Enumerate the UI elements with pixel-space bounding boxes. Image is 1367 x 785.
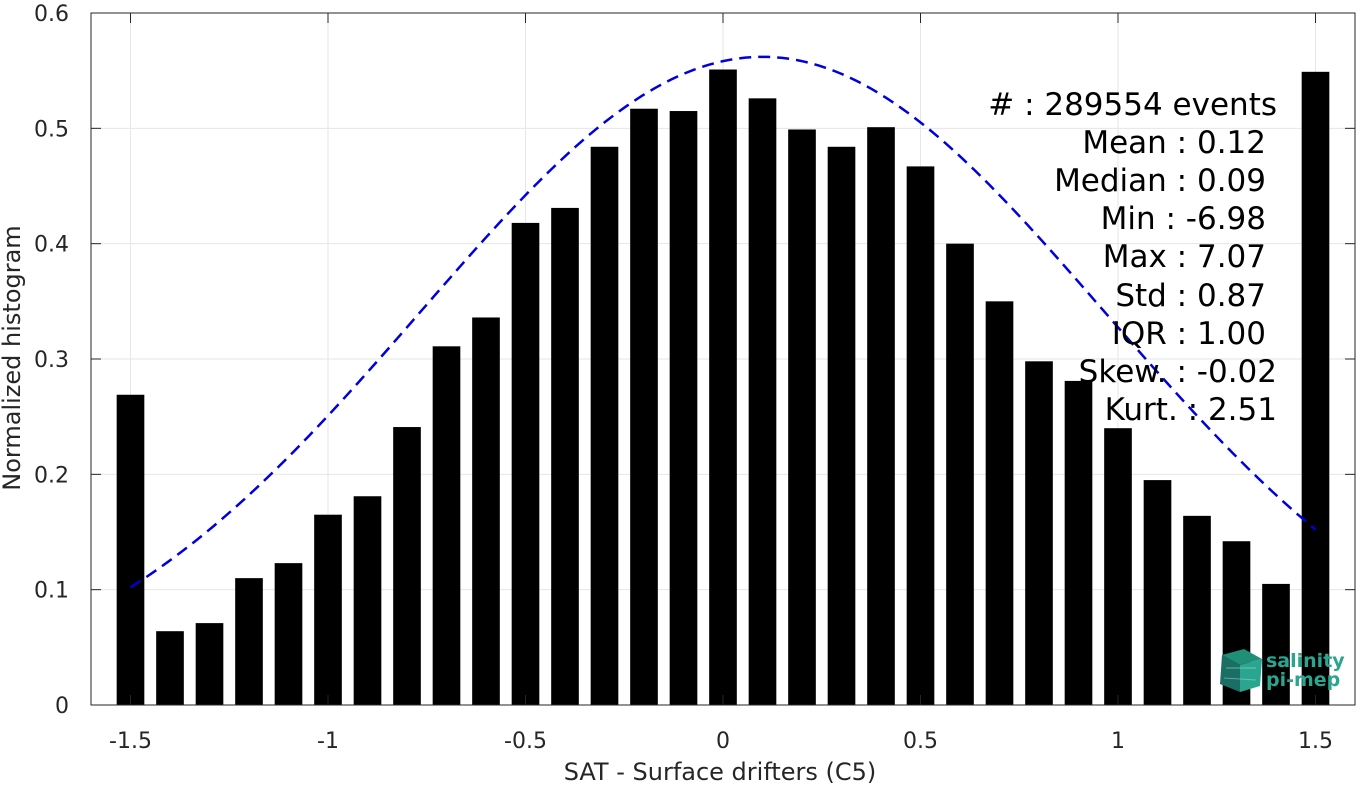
- histogram-bar: [1104, 428, 1132, 705]
- histogram-bar: [788, 129, 816, 705]
- y-tick-label: 0.4: [34, 233, 69, 258]
- stat-skewness: Skew. : -0.02: [1079, 354, 1277, 390]
- histogram-bar: [195, 623, 224, 705]
- stat-min: Min : -6.98: [1101, 201, 1266, 237]
- histogram-bar: [235, 578, 263, 705]
- axes: [90, 12, 1356, 706]
- histogram-bar: [472, 317, 500, 705]
- bars: [116, 69, 1330, 706]
- histogram-bar: [393, 427, 421, 705]
- y-tick-label: 0.6: [34, 2, 69, 27]
- x-tick-label: 0.5: [903, 729, 938, 754]
- histogram-bar: [156, 631, 184, 705]
- stat-median: Median : 0.09: [1054, 163, 1266, 199]
- histogram-bar: [1025, 361, 1053, 705]
- y-tick-labels: 0 0.1 0.2 0.3 0.4 0.5 0.6: [34, 2, 69, 719]
- stat-std: Std : 0.87: [1115, 278, 1266, 314]
- x-tick-label: -0.5: [504, 729, 547, 754]
- stat-max: Max : 7.07: [1103, 239, 1266, 275]
- x-tick-label: -1.5: [109, 729, 152, 754]
- y-axis-label: Normalized histogram: [0, 225, 26, 490]
- histogram-bar: [432, 346, 461, 705]
- histogram-bar: [1143, 480, 1172, 705]
- statistics-annotation: # : 289554 events Mean : 0.12 Median : 0…: [988, 87, 1277, 428]
- salinity-pimep-logo: salinity pi-mep: [1220, 649, 1345, 692]
- y-tick-label: 0.2: [34, 463, 69, 488]
- x-tick-labels: -1.5 -1 -0.5 0 0.5 1 1.5: [109, 729, 1333, 754]
- histogram-bar: [669, 111, 698, 706]
- x-tick-label: 0: [716, 729, 730, 754]
- stat-kurtosis: Kurt. : 2.51: [1105, 392, 1277, 428]
- histogram-bar: [274, 563, 303, 705]
- gaussian-fit-curve: [129, 55, 1317, 589]
- histogram-bar: [511, 222, 540, 705]
- stat-mean: Mean : 0.12: [1082, 125, 1266, 161]
- y-tick-label: 0.1: [34, 579, 69, 604]
- histogram-bar: [748, 98, 777, 705]
- x-tick-label: 1: [1111, 729, 1125, 754]
- y-tick-label: 0.3: [34, 348, 69, 373]
- histogram-bar: [590, 146, 619, 705]
- histogram-bar: [1064, 380, 1093, 705]
- histogram-bar: [116, 394, 145, 705]
- histogram-bar: [630, 108, 658, 705]
- histogram-bar: [551, 207, 579, 705]
- x-axis-label: SAT - Surface drifters (C5): [564, 758, 877, 785]
- histogram-bar: [353, 496, 382, 705]
- histogram-bar: [314, 514, 342, 705]
- histogram-bar: [906, 166, 935, 706]
- histogram-bar: [867, 127, 895, 706]
- histogram-bar: [946, 243, 974, 705]
- histogram-bar: [1183, 515, 1211, 705]
- histogram-bar: [1262, 583, 1290, 705]
- histogram-bar: [827, 146, 856, 705]
- logo-line-salinity: salinity: [1266, 650, 1345, 672]
- salinity-cube-icon: [1220, 649, 1262, 692]
- histogram-bar: [985, 301, 1014, 705]
- x-tick-label: 1.5: [1298, 729, 1333, 754]
- y-tick-label: 0: [55, 694, 69, 719]
- stat-iqr: IQR : 1.00: [1112, 316, 1266, 352]
- histogram-bar: [709, 69, 737, 706]
- y-tick-label: 0.5: [34, 117, 69, 142]
- x-tick-label: -1: [317, 729, 339, 754]
- stat-events: # : 289554 events: [988, 87, 1277, 123]
- logo-line-pimep: pi-mep: [1266, 669, 1340, 691]
- histogram-bar: [1301, 71, 1330, 705]
